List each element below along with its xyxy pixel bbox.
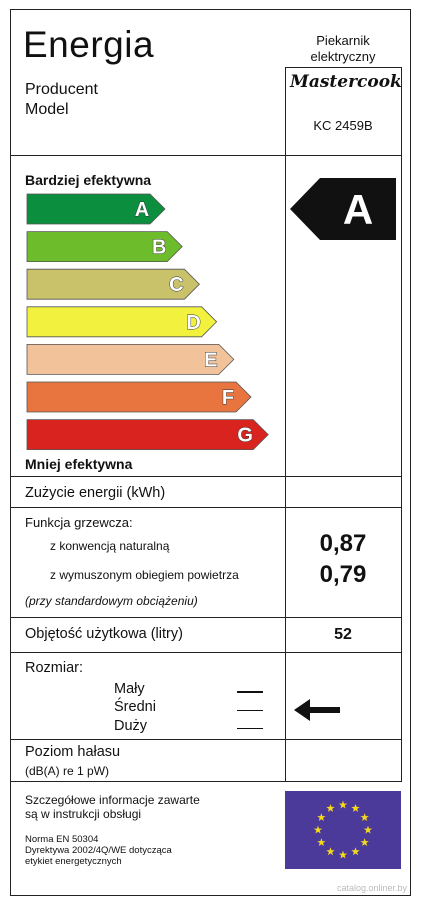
efficiency-class-b-bar xyxy=(26,231,183,263)
efficiency-class-g-letter: G xyxy=(237,425,253,447)
info-text: Szczegółowe informacje zawarte są w inst… xyxy=(25,793,200,821)
appliance-type: Piekarnik elektryczny xyxy=(286,33,400,65)
eu-flag-icon xyxy=(285,791,401,869)
noise-unit: (dB(A) re 1 pW) xyxy=(25,764,110,778)
eu-star-icon xyxy=(363,825,373,834)
efficiency-class-g-bar xyxy=(26,419,269,451)
eu-star-icon xyxy=(313,825,323,834)
column-divider-top xyxy=(285,67,286,155)
rating-letter: A xyxy=(343,186,373,233)
eu-star-icon xyxy=(326,803,335,812)
rating-arrow-shape xyxy=(290,178,396,240)
efficiency-class-a-bar xyxy=(26,193,166,225)
model-number: KC 2459B xyxy=(313,118,373,133)
consumption-label: Zużycie energii (kWh) xyxy=(25,485,166,501)
efficiency-class-d-bar xyxy=(26,306,218,338)
efficiency-class-a-letter: A xyxy=(135,199,149,221)
eu-star-icon xyxy=(351,803,360,812)
energy-label-frame xyxy=(10,9,411,896)
size-option-large-line xyxy=(237,728,263,729)
header-separator xyxy=(11,155,401,156)
conventional-label: z konwencją naturalną xyxy=(50,539,170,553)
less-efficient-label: Mniej efektywna xyxy=(25,456,133,472)
eu-star-icon xyxy=(338,800,348,809)
energy-separator xyxy=(11,617,401,618)
brand-logo: Mastercook xyxy=(290,72,402,92)
size-selected-arrow-icon xyxy=(294,699,340,721)
producer-model-labels: Producent Model xyxy=(25,80,98,120)
volume-label: Objętość użytkowa (litry) xyxy=(25,626,183,642)
size-option-medium-line xyxy=(237,710,263,711)
eu-star-icon xyxy=(360,838,369,847)
efficiency-class-f-bar xyxy=(26,381,252,413)
norm-text: Norma EN 50304 Dyrektywa 2002/4Q/WE doty… xyxy=(25,834,172,867)
efficiency-class-c-letter: C xyxy=(169,274,183,296)
size-option-medium: Średni xyxy=(114,699,156,715)
eu-star-icon xyxy=(326,847,335,856)
efficiency-class-c-bar xyxy=(26,268,200,300)
efficiency-class-b-letter: B xyxy=(152,237,166,259)
norm-line-3: etykiet energetycznych xyxy=(25,856,122,867)
volume-separator xyxy=(11,652,401,653)
info-line-2: są w instrukcji obsługi xyxy=(25,807,142,821)
column-divider-main xyxy=(285,155,286,782)
size-option-small-line xyxy=(237,691,263,693)
norm-line-1: Norma EN 50304 xyxy=(25,834,99,845)
label-title: Energia xyxy=(23,24,155,65)
rating-arrow: A xyxy=(290,178,396,240)
size-option-large: Duży xyxy=(114,718,148,734)
efficiency-class-e-bar xyxy=(26,343,235,375)
column-divider-right xyxy=(401,67,402,782)
watermark: catalog.onliner.by xyxy=(336,883,407,893)
more-efficient-label: Bardziej efektywna xyxy=(25,172,152,188)
appliance-type-line2: elektryczny xyxy=(310,49,376,64)
model-label: Model xyxy=(25,101,69,118)
size-separator xyxy=(11,739,401,740)
appliance-type-line1: Piekarnik xyxy=(316,33,370,48)
efficiency-class-e-letter: E xyxy=(204,349,217,371)
efficiency-class-f-letter: F xyxy=(222,387,234,409)
standard-load-note: (przy standardowym obciążeniu) xyxy=(25,594,198,608)
size-label: Rozmiar: xyxy=(25,660,84,676)
volume-value: 52 xyxy=(334,626,352,643)
eu-star-icon xyxy=(338,850,348,859)
scale-separator xyxy=(11,476,401,477)
eu-star-icon xyxy=(317,813,326,822)
size-option-small: Mały xyxy=(114,681,145,697)
eu-star-icon xyxy=(351,847,360,856)
noise-label: Poziom hałasu xyxy=(25,744,121,760)
efficiency-class-d-letter: D xyxy=(186,312,200,334)
heating-function-label: Funkcja grzewcza: xyxy=(25,515,133,530)
consumption-separator xyxy=(11,507,401,508)
forced-air-label: z wymuszonym obiegiem powietrza xyxy=(50,568,239,582)
eu-star-icon xyxy=(360,813,369,822)
forced-air-value: 0,79 xyxy=(319,561,367,588)
noise-separator xyxy=(11,781,401,782)
info-line-1: Szczegółowe informacje zawarte xyxy=(25,793,200,807)
eu-star-icon xyxy=(317,838,326,847)
norm-line-2: Dyrektywa 2002/4Q/WE dotycząca xyxy=(25,845,172,856)
brand-box-top xyxy=(285,67,401,68)
conventional-value: 0,87 xyxy=(319,530,367,557)
producer-label: Producent xyxy=(25,81,98,98)
